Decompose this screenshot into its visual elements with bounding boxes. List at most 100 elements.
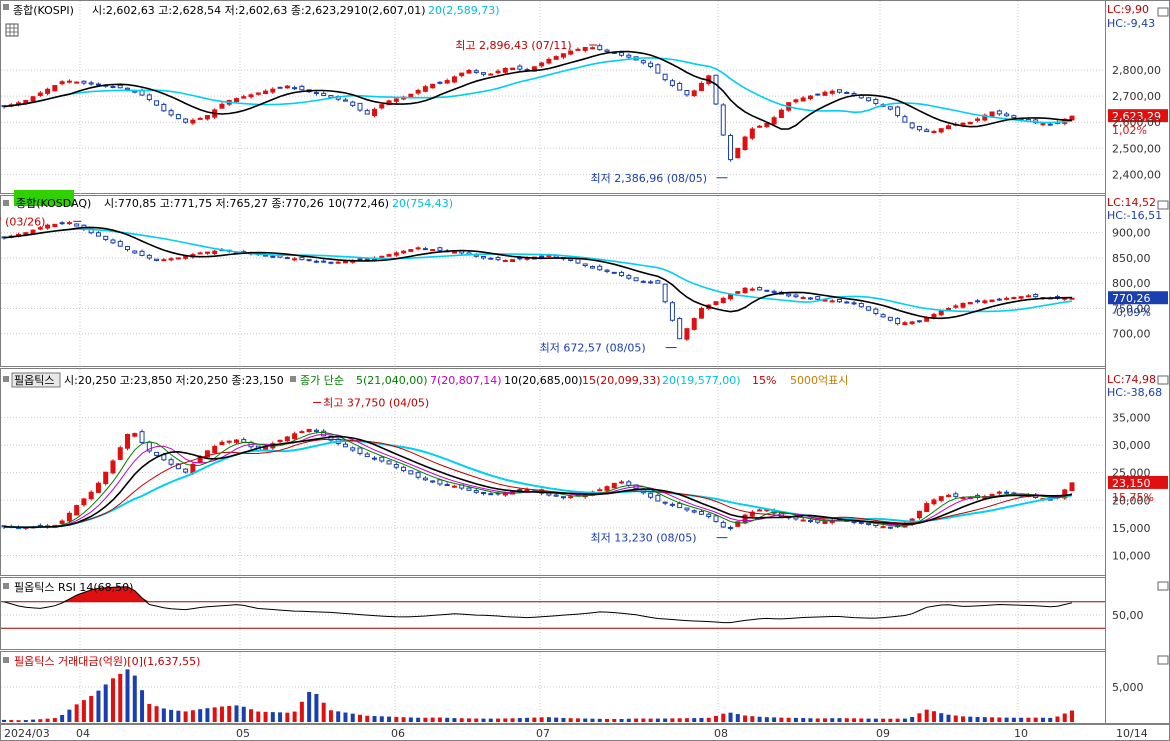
candle <box>669 503 675 506</box>
kosdaq-panel[interactable] <box>0 195 1106 367</box>
settings-icon[interactable] <box>3 583 9 589</box>
settings-icon[interactable] <box>3 657 9 663</box>
volume-bar <box>677 718 682 722</box>
candle <box>837 299 843 303</box>
candle <box>575 48 581 51</box>
volume-bar <box>9 720 14 722</box>
kosdaq-title: 종합(KOSDAQ) <box>16 197 91 210</box>
volume-bar <box>852 718 857 722</box>
volume-bar <box>372 716 377 722</box>
candle <box>81 80 87 84</box>
volume-bar <box>779 717 784 722</box>
volume-bar <box>1019 717 1024 722</box>
scroll-button[interactable] <box>1157 7 1169 17</box>
scroll-button[interactable] <box>1157 655 1169 665</box>
stock-header: 필옵틱스 시:20,250 고:23,850 저:20,250 종:23,150… <box>3 372 848 388</box>
stock-title-box <box>11 372 61 388</box>
candle <box>945 125 951 130</box>
volume-bar <box>982 717 987 722</box>
volume-bar <box>241 706 246 722</box>
stock-title: 필옵틱스 <box>14 374 54 387</box>
volume-bar <box>459 718 464 722</box>
candle <box>1062 489 1068 499</box>
settings-icon[interactable] <box>3 200 9 206</box>
candle <box>887 106 893 110</box>
candle <box>146 254 152 259</box>
candle <box>386 254 392 257</box>
candle <box>539 255 545 258</box>
volume-bar <box>801 718 806 722</box>
candle <box>175 257 181 260</box>
scroll-button[interactable] <box>1157 375 1169 385</box>
settings-icon[interactable] <box>3 376 9 382</box>
last-price-tag <box>1108 475 1168 489</box>
settings-icon[interactable] <box>3 4 9 10</box>
candle <box>829 300 835 303</box>
volume-bar <box>350 713 355 722</box>
candle <box>793 294 799 298</box>
kospi-ma20-text: 20(2,589,73) <box>428 4 500 17</box>
candle <box>37 227 43 230</box>
x-tick-label: 09 <box>876 727 890 740</box>
volume-bar <box>997 717 1002 722</box>
candle <box>139 431 145 443</box>
ma10-text: 10(20,685,00) <box>504 374 583 387</box>
candle <box>233 98 239 103</box>
volume-bar <box>910 716 915 722</box>
volume-bar <box>837 718 842 722</box>
volume-title: 필옵틱스 거래대금(억원)[0](1,637,55) <box>14 655 200 668</box>
candle <box>887 316 893 321</box>
candle <box>401 250 407 254</box>
candle <box>851 302 857 305</box>
rsi-panel[interactable] <box>0 577 1106 650</box>
candle <box>386 100 392 106</box>
ma10-line <box>3 226 1073 320</box>
candle <box>996 491 1002 494</box>
candle <box>190 119 196 124</box>
volume-bar <box>16 720 21 722</box>
volume-bar <box>219 706 224 722</box>
rsi-line <box>3 586 1073 624</box>
volume-bar <box>358 714 362 722</box>
x-tick-label: 2024/03 <box>4 727 50 740</box>
candle <box>125 433 131 449</box>
candle <box>154 100 160 106</box>
table-icon[interactable] <box>5 23 19 37</box>
scroll-button[interactable] <box>1157 581 1169 591</box>
volume-bar <box>772 717 777 722</box>
kospi-panel[interactable] <box>0 0 1106 194</box>
candle <box>553 494 559 497</box>
volume-bar <box>118 673 123 722</box>
candle <box>866 306 872 311</box>
candle <box>996 110 1002 115</box>
stock-panel[interactable] <box>0 368 1106 576</box>
candle <box>604 486 610 491</box>
candle <box>720 521 726 528</box>
candle <box>1025 295 1031 298</box>
candle <box>669 80 675 86</box>
candle <box>757 287 763 291</box>
kospi-hc: HC:-9,43 <box>1107 17 1155 30</box>
y-tick-label: 850,00 <box>1112 252 1151 265</box>
kosdaq-header: 종합(KOSDAQ) 시:770,85 고:771,75 저:765,27 종:… <box>3 190 453 210</box>
candle <box>161 259 167 262</box>
volume-bar <box>45 718 50 722</box>
candle <box>858 303 864 308</box>
y-tick-label: 35,000 <box>1112 412 1151 425</box>
volume-bar <box>466 718 471 722</box>
volume-bar <box>946 714 951 722</box>
candle <box>866 97 872 102</box>
scroll-button[interactable] <box>1157 200 1169 210</box>
candle <box>909 321 915 325</box>
candle <box>81 498 87 506</box>
volume-bar <box>183 711 188 722</box>
candle <box>800 297 806 300</box>
candle <box>786 293 792 297</box>
candle <box>45 88 51 94</box>
volume-bar <box>597 718 602 722</box>
volume-bar <box>757 716 762 722</box>
settings-icon[interactable] <box>290 376 296 382</box>
candle <box>328 261 334 264</box>
volume-bar <box>2 719 6 722</box>
